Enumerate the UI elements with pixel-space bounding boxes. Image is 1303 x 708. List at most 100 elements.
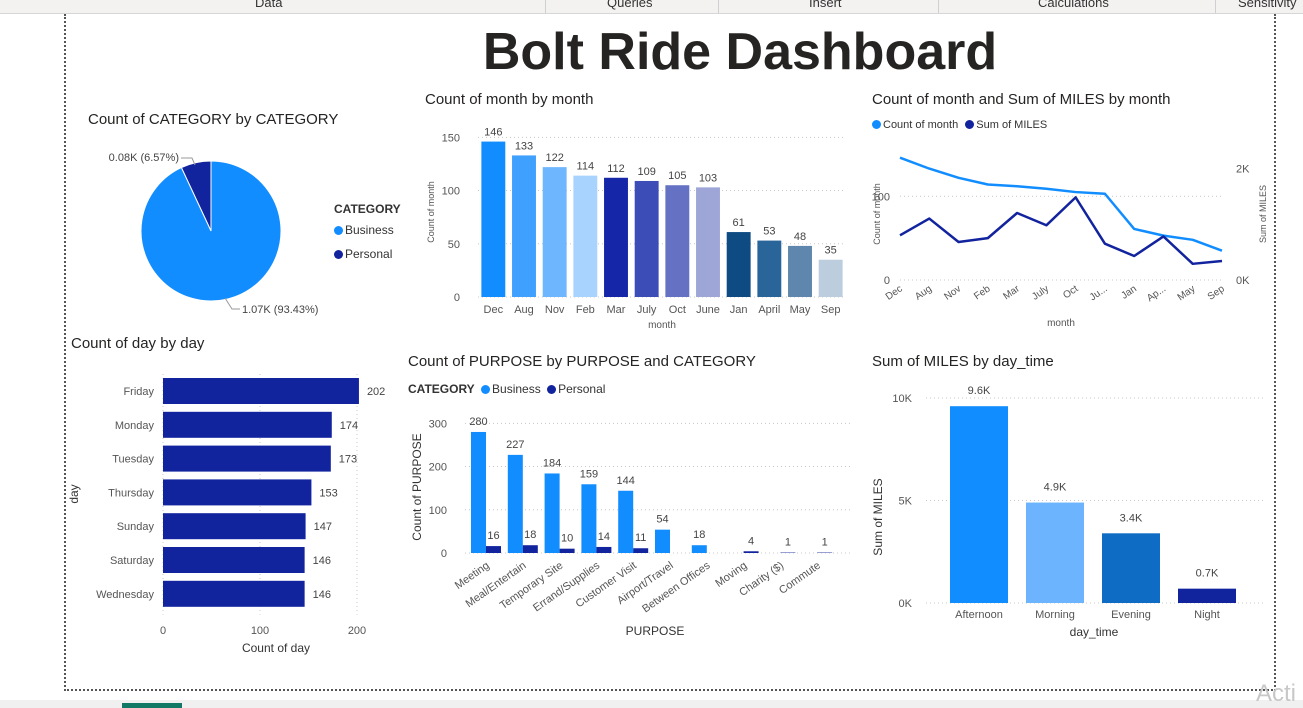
daytime-bar[interactable] bbox=[1026, 502, 1084, 603]
line-x-tick: Nov bbox=[942, 283, 963, 302]
day-bar[interactable] bbox=[163, 479, 312, 506]
daytime-x-tick: Evening bbox=[1111, 609, 1151, 621]
month-bar-y-axis-title: Count of month bbox=[426, 181, 436, 243]
daytime-bar[interactable] bbox=[950, 406, 1008, 603]
day-bar-chart[interactable]: 0 100 200 Friday 202 Monday 174 Tuesday 173 Thurs… bbox=[67, 360, 400, 660]
month-bar[interactable] bbox=[481, 141, 506, 297]
month-bar[interactable] bbox=[696, 187, 720, 297]
daytime-bar-value-label: 9.6K bbox=[968, 385, 991, 397]
purpose-y-tick: 100 bbox=[429, 505, 447, 517]
month-bar-chart[interactable]: Count of month 0 50 100 150 146 Dec 133 Aug 122 No… bbox=[410, 120, 860, 335]
month-bar[interactable] bbox=[604, 177, 628, 297]
month-bar[interactable] bbox=[573, 175, 598, 297]
pie-legend-business[interactable]: Business bbox=[334, 223, 394, 237]
month-bar[interactable] bbox=[788, 245, 812, 297]
legend-label-count: Count of month bbox=[883, 119, 959, 131]
ribbon-tab-insert[interactable]: Insert bbox=[809, 0, 842, 10]
pie-leader-business bbox=[224, 297, 240, 310]
page-tabs-bar bbox=[0, 700, 1303, 708]
purpose-legend-title: CATEGORY bbox=[408, 382, 475, 396]
line-series-count[interactable] bbox=[899, 156, 1223, 252]
purpose-bar-personal[interactable] bbox=[559, 548, 575, 553]
month-bar-x-tick: Aug bbox=[514, 304, 534, 316]
ribbon-separator bbox=[938, 0, 939, 13]
purpose-bar-business[interactable] bbox=[507, 454, 523, 553]
day-bar[interactable] bbox=[163, 411, 332, 438]
day-bar[interactable] bbox=[163, 580, 305, 607]
active-page-tab[interactable] bbox=[122, 703, 182, 708]
line-y-tick: 100 bbox=[872, 191, 890, 203]
purpose-bar-value-label: 14 bbox=[598, 531, 610, 543]
purpose-bar-value-label: 18 bbox=[693, 529, 705, 541]
category-pie-chart[interactable]: 0.08K (6.57%) 1.07K (93.43%) bbox=[70, 130, 330, 330]
purpose-bar-personal[interactable] bbox=[633, 548, 649, 553]
month-bar-x-tick: Feb bbox=[576, 304, 595, 316]
purpose-bar-business[interactable] bbox=[691, 545, 707, 553]
month-bar[interactable] bbox=[757, 240, 782, 297]
ribbon-tab-queries[interactable]: Queries bbox=[607, 0, 653, 10]
purpose-bar-business[interactable] bbox=[581, 484, 597, 553]
purpose-bar-title: Count of PURPOSE by PURPOSE and CATEGORY bbox=[408, 353, 756, 370]
purpose-bar-personal[interactable] bbox=[522, 545, 538, 553]
month-bar[interactable] bbox=[665, 185, 690, 297]
purpose-bar-value-label: 280 bbox=[469, 416, 487, 428]
line-x-tick: Oct bbox=[1061, 283, 1080, 301]
purpose-bar-personal[interactable] bbox=[596, 546, 612, 553]
legend-label-business[interactable]: Business bbox=[492, 382, 541, 396]
month-bar-value-label: 146 bbox=[484, 127, 502, 139]
month-bar[interactable] bbox=[726, 232, 751, 297]
day-bar[interactable] bbox=[163, 445, 331, 472]
ribbon-tab-sensitivity[interactable]: Sensitivity bbox=[1238, 0, 1297, 10]
month-bar-x-tick: May bbox=[790, 304, 811, 316]
purpose-bar-business[interactable] bbox=[544, 473, 560, 553]
purpose-bar-business[interactable] bbox=[471, 431, 486, 553]
report-canvas[interactable] bbox=[64, 14, 1276, 691]
purpose-bar-value-label: 18 bbox=[524, 529, 536, 541]
purpose-y-tick: 0 bbox=[441, 548, 447, 560]
month-bar-title: Count of month by month bbox=[425, 91, 594, 108]
purpose-bar-personal[interactable] bbox=[486, 546, 501, 553]
month-bar-x-tick: Sep bbox=[821, 304, 841, 316]
daytime-bar[interactable] bbox=[1178, 588, 1236, 603]
daytime-bar-chart[interactable]: Sum of MILES 0K 5K 10K 9.6K Afternoon 4.9K Morn… bbox=[866, 378, 1276, 643]
daytime-bar[interactable] bbox=[1102, 533, 1160, 603]
day-bar-y-axis-title: day bbox=[67, 484, 81, 503]
purpose-y-tick: 300 bbox=[429, 418, 447, 430]
pie-legend-personal[interactable]: Personal bbox=[334, 247, 392, 261]
pie-leader-personal bbox=[181, 157, 196, 166]
month-bar[interactable] bbox=[818, 259, 843, 297]
month-bar-x-tick: Jan bbox=[730, 304, 748, 316]
purpose-bar-business[interactable] bbox=[618, 490, 634, 553]
month-bar-x-tick: June bbox=[696, 304, 720, 316]
month-bar[interactable] bbox=[542, 167, 567, 297]
legend-dot-personal bbox=[334, 250, 343, 259]
ribbon-tab-data[interactable]: Data bbox=[255, 0, 283, 10]
purpose-bar-personal[interactable] bbox=[743, 551, 759, 553]
line-y2-tick: 0K bbox=[1236, 275, 1250, 287]
purpose-bar-value-label: 144 bbox=[617, 475, 635, 487]
month-bar[interactable] bbox=[512, 155, 536, 297]
line-series-miles[interactable] bbox=[899, 196, 1223, 266]
purpose-bar-value-label: 184 bbox=[543, 457, 561, 469]
day-bar[interactable] bbox=[163, 513, 306, 540]
daytime-x-tick: Night bbox=[1194, 609, 1220, 621]
daytime-bar-title: Sum of MILES by day_time bbox=[872, 353, 1054, 370]
month-bar-value-label: 133 bbox=[515, 140, 533, 152]
day-bar[interactable] bbox=[163, 378, 359, 404]
day-bar[interactable] bbox=[163, 547, 305, 573]
purpose-bar-value-label: 4 bbox=[748, 535, 754, 547]
daytime-bar-value-label: 3.4K bbox=[1120, 512, 1143, 524]
purpose-bar-business[interactable] bbox=[655, 529, 670, 553]
purpose-bar-value-label: 227 bbox=[506, 439, 524, 451]
month-bar-y-tick: 0 bbox=[454, 292, 460, 304]
legend-label-miles: Sum of MILES bbox=[976, 119, 1048, 131]
day-bar-x-tick: 0 bbox=[160, 625, 166, 637]
legend-label-personal[interactable]: Personal bbox=[558, 382, 606, 396]
ribbon-tab-calculations[interactable]: Calculations bbox=[1038, 0, 1109, 10]
month-bar[interactable] bbox=[634, 180, 659, 297]
month-bar-value-label: 48 bbox=[794, 231, 806, 243]
pie-slice-business[interactable] bbox=[140, 160, 282, 302]
month-bar-y-tick: 50 bbox=[448, 239, 460, 251]
